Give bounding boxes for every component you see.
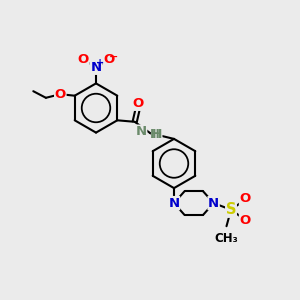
Text: O: O <box>103 53 114 66</box>
Text: N: N <box>168 196 180 210</box>
Text: N: N <box>136 125 147 139</box>
Text: N: N <box>90 61 102 74</box>
Text: O: O <box>133 97 144 110</box>
Text: N: N <box>134 125 145 138</box>
Text: S: S <box>226 202 236 217</box>
Text: O: O <box>78 53 89 66</box>
Text: O: O <box>239 192 251 205</box>
Text: H: H <box>152 128 162 141</box>
Text: H: H <box>150 128 160 141</box>
Text: N: N <box>208 196 219 210</box>
Text: −: − <box>109 52 119 62</box>
Text: +: + <box>96 58 105 68</box>
Text: O: O <box>55 88 66 101</box>
Text: O: O <box>239 214 251 227</box>
Text: CH₃: CH₃ <box>214 232 239 244</box>
